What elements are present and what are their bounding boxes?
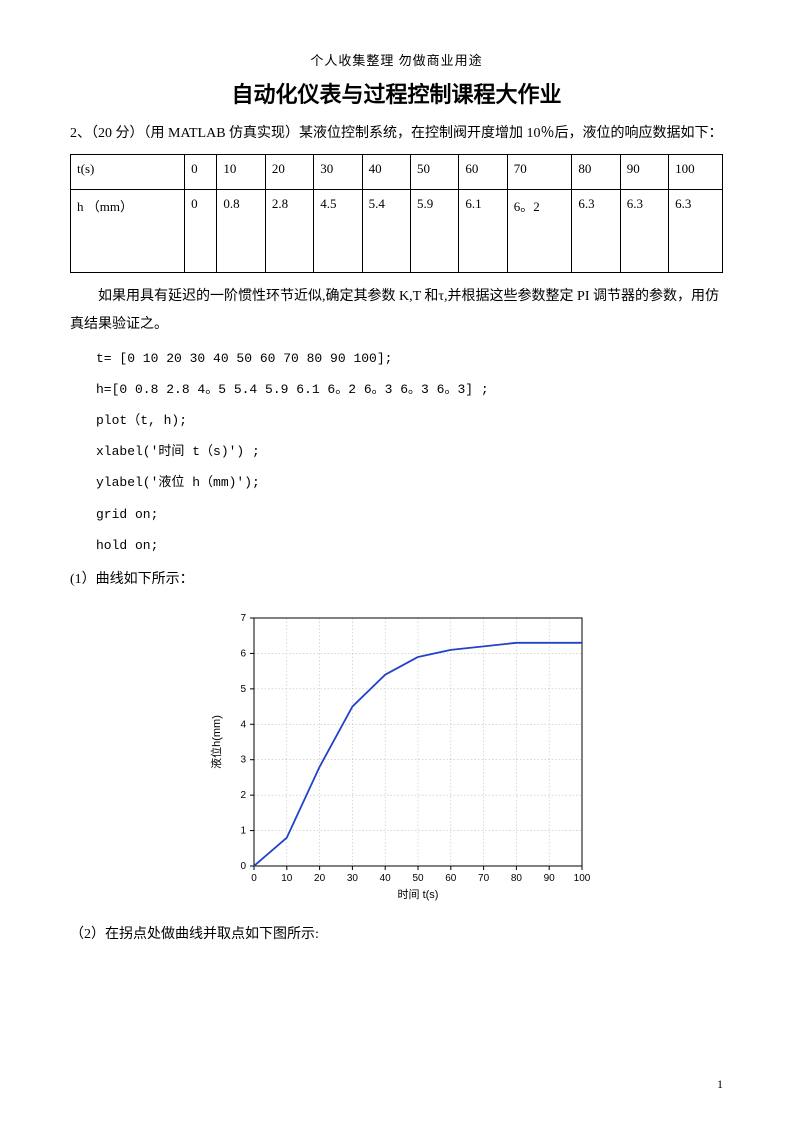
svg-text:70: 70 [478, 873, 490, 884]
cell: 2.8 [265, 189, 313, 272]
svg-text:10: 10 [281, 873, 293, 884]
section-1-label: (1）曲线如下所示： [70, 567, 723, 594]
header-note: 个人收集整理 勿做商业用途 [70, 50, 723, 69]
cell: 40 [362, 154, 410, 189]
cell: 30 [314, 154, 362, 189]
svg-text:0: 0 [251, 873, 257, 884]
cell: 80 [572, 154, 620, 189]
cell: 0 [185, 154, 217, 189]
svg-text:6: 6 [240, 648, 246, 659]
svg-text:7: 7 [240, 613, 246, 624]
cell: 50 [410, 154, 458, 189]
page-number: 1 [717, 1077, 723, 1092]
cell: 6.3 [572, 189, 620, 272]
svg-text:2: 2 [240, 790, 246, 801]
svg-text:0: 0 [240, 861, 246, 872]
response-chart: 0 10 20 30 40 50 60 70 80 90 100 0 1 2 3 4 5 6 7 时间 t(s) 液位h… [202, 604, 592, 904]
cell: 0 [185, 189, 217, 272]
page-title: 自动化仪表与过程控制课程大作业 [70, 77, 723, 109]
cell: 0.8 [217, 189, 265, 272]
cell: 90 [620, 154, 668, 189]
table-row: h （mm） 0 0.8 2.8 4.5 5.4 5.9 6.1 6。2 6.3… [71, 189, 723, 272]
cell: 6.3 [620, 189, 668, 272]
row-label: t(s) [71, 154, 185, 189]
svg-text:时间 t(s): 时间 t(s) [397, 888, 438, 901]
svg-text:90: 90 [543, 873, 555, 884]
section-2-label: （2）在拐点处做曲线并取点如下图所示: [70, 922, 723, 949]
cell: 60 [459, 154, 507, 189]
cell: 10 [217, 154, 265, 189]
svg-text:4: 4 [240, 719, 246, 730]
cell: 6.3 [669, 189, 723, 272]
data-table: t(s) 0 10 20 30 40 50 60 70 80 90 100 h … [70, 154, 723, 273]
row-label: h （mm） [71, 189, 185, 272]
code-line: xlabel('时间 t（s)') ; [70, 436, 723, 467]
code-line: t= [0 10 20 30 40 50 60 70 80 90 100]; [70, 343, 723, 374]
cell: 6.1 [459, 189, 507, 272]
code-line: grid on; [70, 499, 723, 530]
svg-text:5: 5 [240, 683, 246, 694]
svg-text:液位h(mm): 液位h(mm) [209, 715, 223, 769]
svg-text:1: 1 [240, 825, 246, 836]
cell: 20 [265, 154, 313, 189]
cell: 100 [669, 154, 723, 189]
cell: 5.4 [362, 189, 410, 272]
code-line: hold on; [70, 530, 723, 561]
cell: 5.9 [410, 189, 458, 272]
svg-text:60: 60 [445, 873, 457, 884]
svg-text:40: 40 [379, 873, 391, 884]
para-after-table: 如果用具有延迟的一阶惯性环节近似,确定其参数 K,T 和τ,并根据这些参数整定 … [70, 283, 723, 339]
cell: 6。2 [507, 189, 572, 272]
svg-text:100: 100 [573, 873, 590, 884]
svg-text:20: 20 [314, 873, 326, 884]
code-line: ylabel('液位 h（mm)'); [70, 467, 723, 498]
problem-intro: 2、（20 分）（用 MATLAB 仿真实现）某液位控制系统，在控制阀开度增加 … [70, 121, 723, 148]
svg-text:50: 50 [412, 873, 424, 884]
table-row: t(s) 0 10 20 30 40 50 60 70 80 90 100 [71, 154, 723, 189]
cell: 4.5 [314, 189, 362, 272]
svg-text:3: 3 [240, 754, 246, 765]
svg-text:30: 30 [346, 873, 358, 884]
code-line: plot（t, h); [70, 405, 723, 436]
svg-text:80: 80 [510, 873, 522, 884]
cell: 70 [507, 154, 572, 189]
code-line: h=[0 0.8 2.8 4。5 5.4 5.9 6.1 6。2 6。3 6。3… [70, 374, 723, 405]
